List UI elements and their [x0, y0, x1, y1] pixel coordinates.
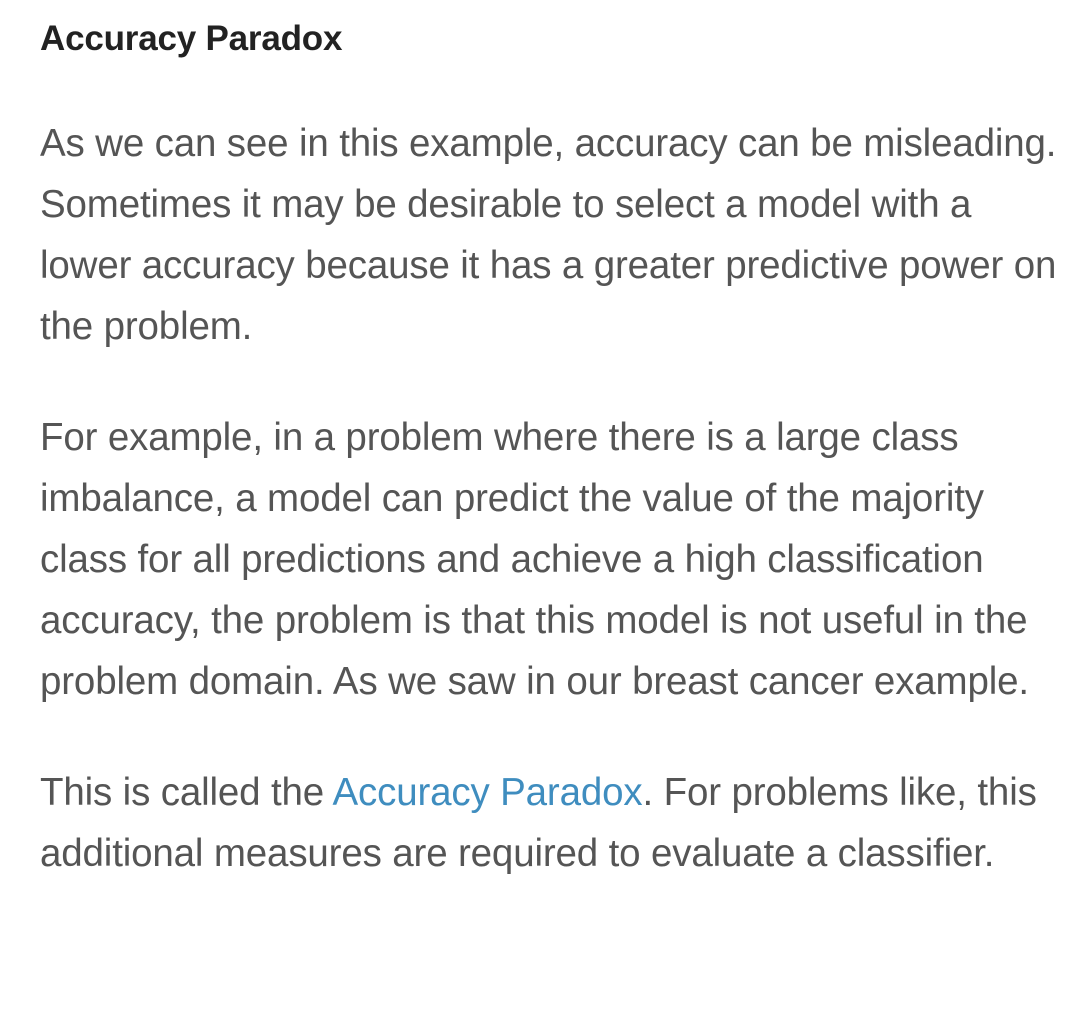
- paragraph-class-imbalance: For example, in a problem where there is…: [40, 416, 1029, 703]
- paragraph-text-before-link: This is called the: [40, 771, 333, 814]
- section-heading: Accuracy Paradox: [40, 19, 343, 58]
- paragraph-text-after-link: . For problems like, this additional mea…: [40, 771, 1037, 875]
- paragraph-accuracy-misleading: As we can see in this example, accuracy …: [40, 122, 1057, 348]
- article-content: Accuracy Paradox As we can see in this e…: [40, 12, 1060, 884]
- paragraph-accuracy-paradox: This is called the Accuracy Paradox. For…: [40, 762, 1060, 884]
- accuracy-paradox-link[interactable]: Accuracy Paradox: [332, 771, 643, 814]
